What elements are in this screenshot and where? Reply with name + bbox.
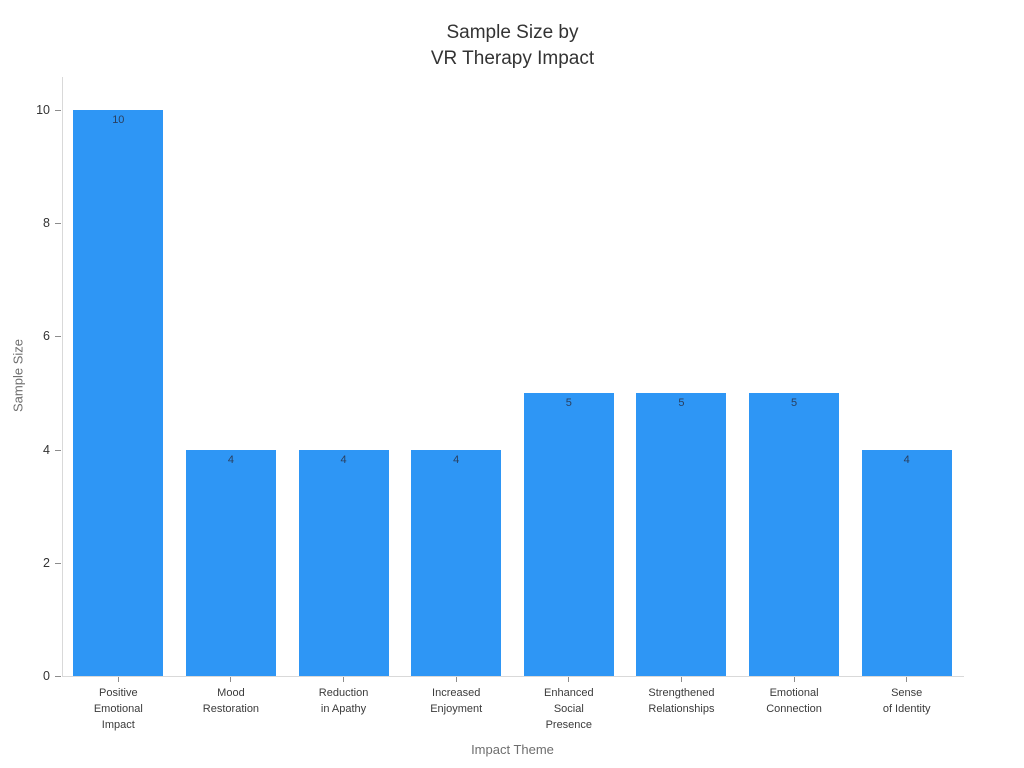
y-tick-mark xyxy=(55,449,61,451)
bar-value-label: 5 xyxy=(565,397,572,409)
y-tick-mark xyxy=(55,223,61,225)
bar-value-label: 4 xyxy=(903,453,910,466)
bar-value-label: 4 xyxy=(340,453,347,466)
bar-value-label: 5 xyxy=(791,397,798,409)
bar-value-label: 4 xyxy=(227,453,234,466)
bar-value-label: 5 xyxy=(678,397,685,409)
y-tick-label: 6 xyxy=(43,329,50,344)
y-tick-mark xyxy=(55,336,61,338)
bar xyxy=(523,393,614,676)
y-tick-label: 4 xyxy=(43,442,50,457)
y-tick-mark xyxy=(55,676,61,677)
y-axis-title: Sample Size xyxy=(10,339,26,412)
x-axis-title: Impact Theme xyxy=(471,742,554,757)
y-tick-label: 0 xyxy=(43,669,50,683)
bar xyxy=(861,449,952,676)
x-tick-mark xyxy=(793,677,795,682)
bar xyxy=(636,393,727,676)
bar xyxy=(185,449,276,676)
y-tick-mark xyxy=(55,110,61,111)
x-tick-label: Sense of Identity xyxy=(882,687,931,715)
x-tick-label: Mood Restoration xyxy=(202,687,260,715)
x-tick-mark xyxy=(568,677,570,682)
bar xyxy=(73,110,164,676)
y-tick-label: 8 xyxy=(43,216,50,231)
x-tick-label: Reduction in Apathy xyxy=(318,687,369,715)
bar-value-label: 4 xyxy=(453,453,460,466)
plot-area xyxy=(62,77,964,677)
x-tick-label: Strengthened Relationships xyxy=(648,687,715,715)
x-tick-mark xyxy=(680,677,682,682)
x-tick-mark xyxy=(230,677,232,682)
bar-value-label: 10 xyxy=(112,114,125,126)
bar xyxy=(411,449,502,676)
chart-title: Sample Size by VR Therapy Impact xyxy=(430,22,595,69)
x-tick-mark xyxy=(906,677,908,682)
x-tick-label: Increased Enjoyment xyxy=(430,687,483,715)
x-tick-label: Positive Emotional Impact xyxy=(93,687,143,731)
bar xyxy=(749,393,840,676)
x-tick-label: Enhanced Social Presence xyxy=(544,687,594,731)
x-tick-mark xyxy=(117,677,119,682)
y-tick-label: 2 xyxy=(43,555,50,570)
x-tick-label: Emotional Connection xyxy=(766,687,822,715)
x-tick-mark xyxy=(455,677,457,682)
y-tick-mark xyxy=(55,562,61,564)
x-tick-mark xyxy=(343,677,345,682)
y-tick-label: 10 xyxy=(36,103,50,117)
bar xyxy=(298,449,389,676)
